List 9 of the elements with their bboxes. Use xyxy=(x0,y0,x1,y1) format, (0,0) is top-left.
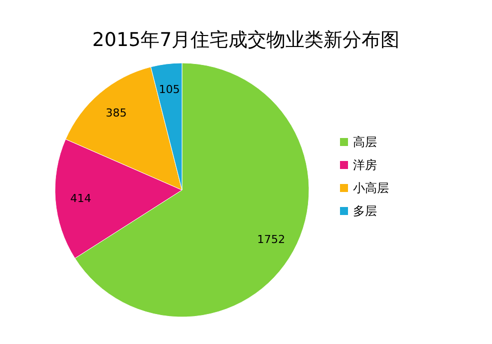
legend-label: 高层 xyxy=(353,135,377,149)
legend-label: 小高层 xyxy=(353,181,389,195)
data-label: 414 xyxy=(70,192,92,205)
legend-label: 多层 xyxy=(353,204,377,218)
data-label: 105 xyxy=(158,83,180,96)
data-label: 1752 xyxy=(257,232,286,246)
data-label: 385 xyxy=(106,106,127,120)
legend-label: 洋房 xyxy=(353,158,377,172)
chart-title: 2015年7月住宅成交物业类新分布图 xyxy=(92,29,400,51)
